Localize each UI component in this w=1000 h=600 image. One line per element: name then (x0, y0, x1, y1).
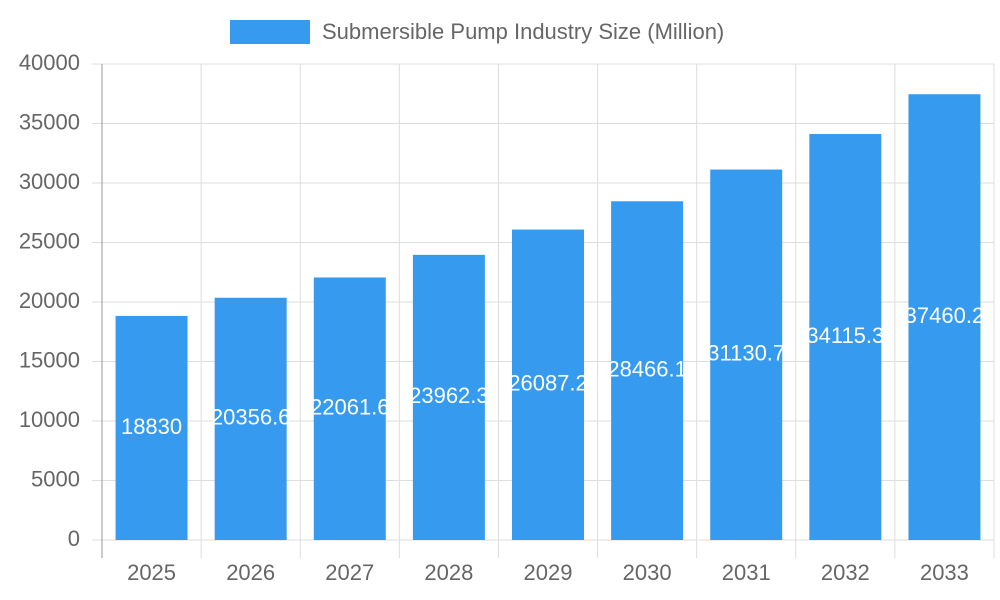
bar (611, 201, 684, 540)
y-tick-label: 0 (68, 526, 80, 551)
x-tick-label: 2029 (524, 560, 573, 585)
y-tick-label: 25000 (19, 228, 80, 253)
y-tick-label: 10000 (19, 407, 80, 432)
y-tick-label: 40000 (19, 50, 80, 75)
value-label: 37460.2 (905, 303, 985, 328)
value-label: 31130.7 (707, 341, 785, 366)
bar (908, 94, 981, 540)
x-tick-label: 2031 (722, 560, 771, 585)
bar (313, 277, 386, 540)
x-tick-label: 2033 (920, 560, 969, 585)
bar (412, 254, 485, 540)
value-label: 28466.1 (607, 356, 687, 381)
value-label: 26087.2 (508, 371, 588, 396)
value-label: 23962.3 (409, 383, 489, 408)
x-tick-label: 2032 (821, 560, 870, 585)
y-tick-label: 30000 (19, 169, 80, 194)
bar (512, 229, 584, 540)
value-label: 18830 (121, 414, 182, 439)
value-label: 20356.6 (211, 405, 291, 430)
legend-label: Submersible Pump Industry Size (Million) (322, 19, 724, 44)
y-tick-label: 15000 (19, 347, 80, 372)
value-label: 34115.3 (806, 323, 884, 348)
bar (809, 134, 882, 540)
x-tick-label: 2026 (226, 560, 275, 585)
legend-swatch (230, 20, 310, 44)
bar (214, 297, 287, 540)
bar (710, 169, 783, 540)
x-tick-label: 2025 (127, 560, 176, 585)
bar (115, 315, 188, 540)
y-tick-label: 20000 (19, 288, 80, 313)
x-tick-label: 2028 (424, 560, 473, 585)
y-tick-label: 35000 (19, 109, 80, 134)
x-tick-label: 2030 (623, 560, 672, 585)
y-tick-label: 5000 (31, 466, 80, 491)
value-label: 22061.6 (310, 395, 390, 420)
x-tick-label: 2027 (325, 560, 374, 585)
